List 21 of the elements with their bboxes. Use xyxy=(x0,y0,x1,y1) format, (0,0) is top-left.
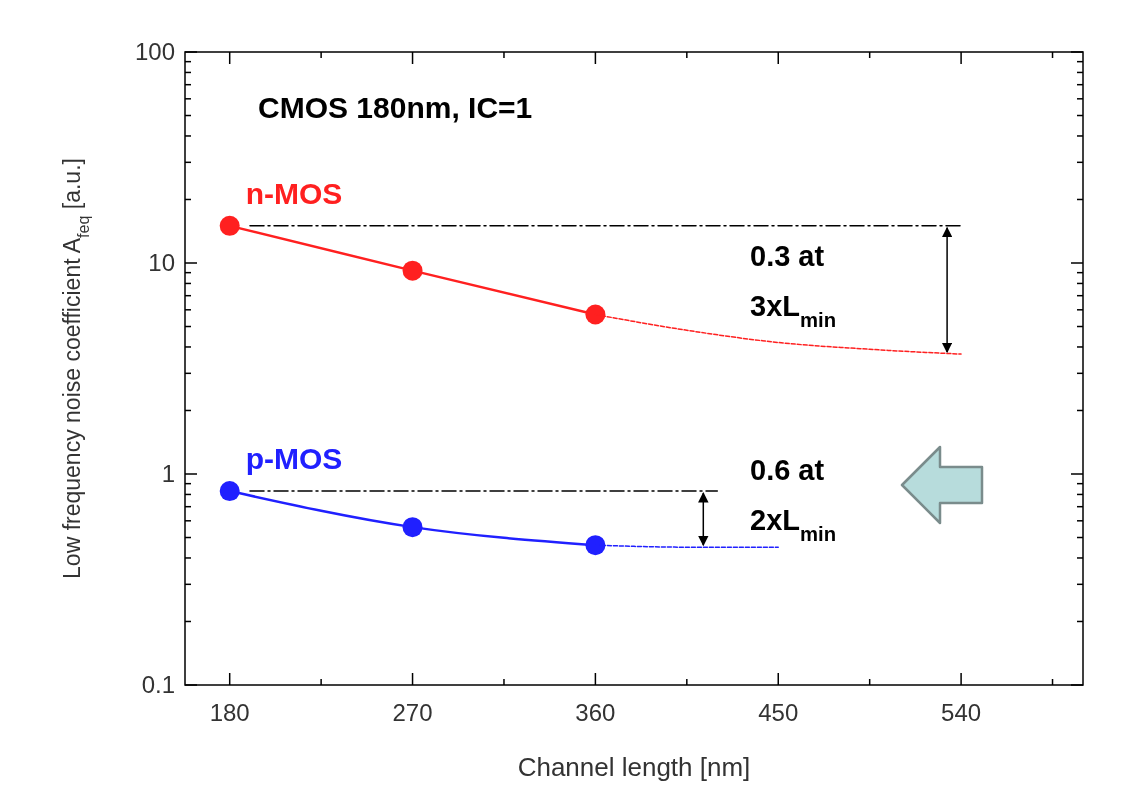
point xyxy=(585,535,606,556)
point xyxy=(219,215,240,236)
point xyxy=(402,260,423,281)
annotation: 0.6 at 2xL$_{min}$ xyxy=(750,454,837,546)
y-tick-label: 0.1 xyxy=(141,671,175,699)
x-tick-label: 180 xyxy=(209,699,250,726)
point xyxy=(219,481,240,502)
x-tick-label: 540 xyxy=(941,699,982,726)
annotation: 0.3 at 3xL$_{min}$ xyxy=(750,239,837,331)
series-label: n-MOS xyxy=(245,176,343,210)
point xyxy=(585,304,606,325)
y-tick-label: 100 xyxy=(134,38,175,66)
y-tick-label: 1 xyxy=(161,460,175,488)
y-tick-label: 10 xyxy=(148,249,175,277)
x-tick-label: 270 xyxy=(392,699,433,726)
series-label: p-MOS xyxy=(245,442,343,476)
x-tick-label: 450 xyxy=(758,699,799,726)
point xyxy=(402,517,423,538)
x-axis-title: Channel length [nm] xyxy=(517,752,751,782)
x-tick-label: 360 xyxy=(575,699,616,726)
text: CMOS 180nm, IC=1 xyxy=(258,91,533,124)
